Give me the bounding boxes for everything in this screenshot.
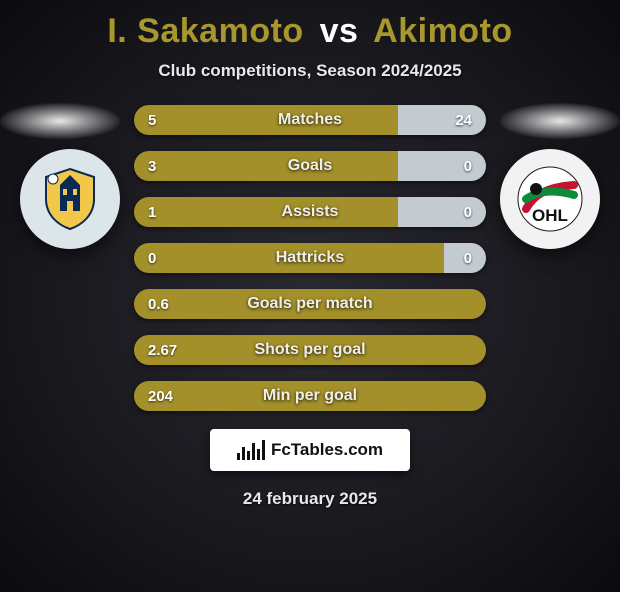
brand-badge: FcTables.com xyxy=(210,429,410,471)
stat-row: 30Goals xyxy=(134,151,486,181)
stat-left-segment: 1 xyxy=(134,197,398,227)
shield-icon xyxy=(36,165,104,233)
club-logo-icon: OHL xyxy=(516,165,584,233)
stat-left-value: 1 xyxy=(148,204,156,221)
stat-left-segment: 0 xyxy=(134,243,444,273)
spotlight-right xyxy=(500,103,620,139)
stat-left-value: 204 xyxy=(148,388,173,405)
player1-name: I. Sakamoto xyxy=(107,12,303,50)
stat-left-segment: 2.67 xyxy=(134,335,486,365)
stat-bars: 524Matches30Goals10Assists00Hattricks0.6… xyxy=(134,103,486,411)
stat-row: 10Assists xyxy=(134,197,486,227)
stat-row: 00Hattricks xyxy=(134,243,486,273)
stat-left-value: 0 xyxy=(148,250,156,267)
stat-row: 2.67Shots per goal xyxy=(134,335,486,365)
stat-right-segment: 24 xyxy=(398,105,486,135)
stat-right-segment: 0 xyxy=(398,197,486,227)
vs-separator: vs xyxy=(320,12,359,50)
stat-left-value: 5 xyxy=(148,112,156,129)
stat-row: 524Matches xyxy=(134,105,486,135)
stat-left-segment: 3 xyxy=(134,151,398,181)
spotlight-left xyxy=(0,103,120,139)
stat-left-value: 0.6 xyxy=(148,296,169,313)
stat-left-segment: 0.6 xyxy=(134,289,486,319)
brand-text: FcTables.com xyxy=(271,440,383,460)
stat-right-value: 24 xyxy=(455,112,472,129)
stat-left-segment: 204 xyxy=(134,381,486,411)
stat-row: 204Min per goal xyxy=(134,381,486,411)
club-badge-right: OHL xyxy=(500,149,600,249)
stat-right-segment: 0 xyxy=(398,151,486,181)
footer-date: 24 february 2025 xyxy=(0,489,620,509)
stat-right-value: 0 xyxy=(464,250,472,267)
player2-name: Akimoto xyxy=(373,12,513,50)
svg-text:OHL: OHL xyxy=(532,206,568,225)
club-badge-left xyxy=(20,149,120,249)
stat-left-value: 3 xyxy=(148,158,156,175)
stat-left-segment: 5 xyxy=(134,105,398,135)
stage: OHL 524Matches30Goals10Assists00Hattrick… xyxy=(0,103,620,411)
subtitle: Club competitions, Season 2024/2025 xyxy=(0,61,620,81)
bars-icon xyxy=(237,440,265,460)
stat-right-value: 0 xyxy=(464,204,472,221)
stat-right-segment: 0 xyxy=(444,243,486,273)
stat-right-value: 0 xyxy=(464,158,472,175)
stat-row: 0.6Goals per match xyxy=(134,289,486,319)
stat-left-value: 2.67 xyxy=(148,342,177,359)
comparison-title: I. Sakamoto vs Akimoto xyxy=(0,12,620,51)
